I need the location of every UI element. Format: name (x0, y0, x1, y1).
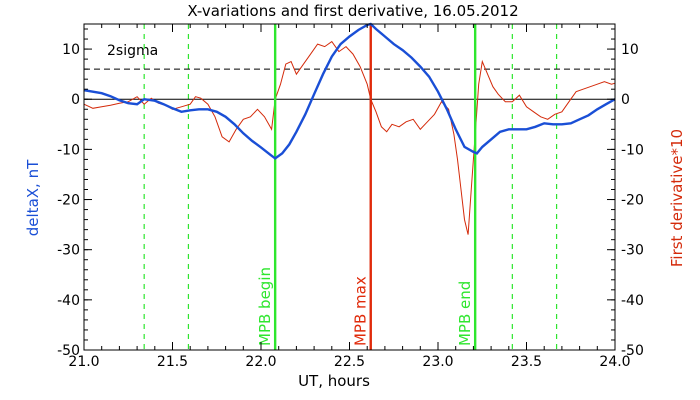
y-tick-label-right: -40 (621, 293, 644, 309)
y-tick-label-right: -20 (621, 193, 644, 209)
y-tick-label-right: -30 (621, 243, 644, 259)
y-tick-label-left: -20 (57, 193, 80, 209)
threshold-label: 2sigma (107, 43, 158, 59)
x-tick-label: 24.0 (599, 354, 630, 370)
x-tick-label: 21.0 (68, 354, 99, 370)
x-tick-label: 22.0 (245, 354, 276, 370)
chart-title: X-variations and first derivative, 16.05… (187, 2, 518, 20)
y-tick-label-right: -10 (621, 142, 644, 158)
y-tick-label-left: -10 (57, 142, 80, 158)
y-tick-label-left: 0 (71, 92, 80, 108)
plot-area: MPB begin MPB max MPB end 21.0 21.5 22.0 22.5 2… (57, 22, 644, 370)
plot-frame (83, 23, 616, 351)
marker-label-mpb-max: MPB max (352, 276, 370, 346)
x-tick-label: 23.0 (422, 354, 453, 370)
y-tick-label-left: 10 (62, 42, 80, 58)
y-axis-label-right: First derivative*10 (668, 129, 686, 267)
y-tick-label-left: -40 (57, 293, 80, 309)
deltax-line (83, 22, 616, 160)
y-tick-label-left: -50 (57, 343, 80, 359)
x-tick-label: 21.5 (157, 354, 188, 370)
x-tick-label: 23.5 (511, 354, 542, 370)
marker-label-mpb-begin: MPB begin (256, 267, 274, 346)
y-tick-label-right: 0 (621, 92, 630, 108)
x-axis-label: UT, hours (298, 372, 370, 390)
y-axis-label-left: deltaX, nT (24, 159, 42, 236)
marker-label-mpb-end: MPB end (456, 281, 474, 346)
y-tick-label-right: -50 (621, 343, 644, 359)
derivative-line (83, 40, 616, 235)
x-tick-label: 22.5 (334, 354, 365, 370)
y-tick-label-left: -30 (57, 243, 80, 259)
y-tick-label-right: 10 (621, 42, 639, 58)
